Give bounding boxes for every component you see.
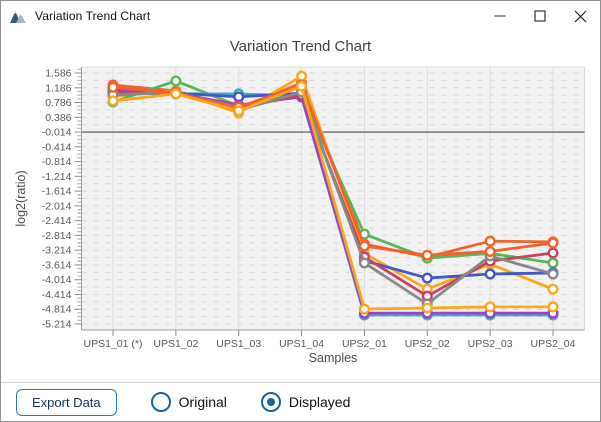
svg-text:-5.214: -5.214 [42, 319, 72, 331]
window-title: Variation Trend Chart [35, 9, 151, 23]
svg-text:-2.014: -2.014 [42, 200, 72, 212]
svg-text:-2.814: -2.814 [42, 230, 72, 242]
svg-text:UPS2_01: UPS2_01 [342, 338, 387, 350]
radio-original-circle-icon [150, 392, 171, 412]
maximize-button[interactable] [520, 1, 560, 31]
close-icon [574, 10, 586, 22]
svg-text:-0.014: -0.014 [42, 127, 72, 139]
svg-text:UPS1_01 (*): UPS1_01 (*) [84, 338, 143, 350]
radio-original[interactable]: Original [150, 392, 227, 412]
svg-text:UPS2_03: UPS2_03 [468, 338, 513, 350]
svg-text:UPS1_02: UPS1_02 [153, 338, 198, 350]
svg-text:-3.614: -3.614 [42, 259, 72, 271]
svg-text:-0.414: -0.414 [42, 141, 72, 153]
svg-text:-4.014: -4.014 [42, 274, 72, 286]
svg-text:1.186: 1.186 [45, 82, 71, 94]
radio-displayed-circle-icon [260, 392, 281, 412]
svg-text:Samples: Samples [309, 351, 358, 365]
trend-chart: 1.586 1.186 0.786 0.386 -0.014 -0.414 -0.814 -1… [14, 66, 585, 365]
minimize-icon [494, 15, 506, 17]
export-data-button[interactable]: Export Data [16, 388, 117, 416]
radio-original-label: Original [178, 394, 227, 410]
svg-text:UPS2_02: UPS2_02 [405, 338, 450, 350]
svg-text:-0.814: -0.814 [42, 156, 72, 168]
radio-displayed-label: Displayed [288, 394, 351, 410]
close-button[interactable] [560, 1, 600, 31]
svg-text:UPS1_04: UPS1_04 [279, 338, 324, 350]
svg-text:UPS1_03: UPS1_03 [216, 338, 261, 350]
svg-text:-4.814: -4.814 [42, 304, 72, 316]
svg-text:-1.614: -1.614 [42, 186, 72, 198]
svg-text:log2(ratio): log2(ratio) [14, 170, 28, 226]
radio-displayed[interactable]: Displayed [260, 392, 351, 412]
app-mountain-icon [10, 11, 26, 23]
svg-text:1.586: 1.586 [45, 68, 71, 80]
svg-text:0.386: 0.386 [45, 112, 71, 124]
title-bar: Variation Trend Chart [1, 1, 600, 31]
chart-title: Variation Trend Chart [229, 38, 372, 55]
svg-text:-3.214: -3.214 [42, 245, 72, 257]
footer-bar: Export Data Original Displayed [1, 382, 600, 421]
svg-text:-1.214: -1.214 [42, 171, 72, 183]
svg-text:0.786: 0.786 [45, 97, 71, 109]
svg-text:-2.414: -2.414 [42, 215, 72, 227]
svg-text:UPS2_04: UPS2_04 [531, 338, 576, 350]
svg-text:-4.414: -4.414 [42, 289, 72, 301]
maximize-icon [534, 10, 546, 22]
minimize-button[interactable] [480, 1, 520, 31]
